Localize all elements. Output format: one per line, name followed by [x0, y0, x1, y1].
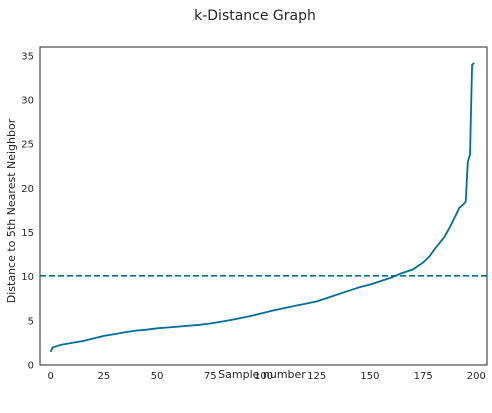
x-tick-label: 25	[97, 371, 110, 382]
y-tick-label: 35	[21, 51, 34, 62]
x-tick-label: 75	[204, 371, 217, 382]
x-tick-label: 50	[151, 371, 164, 382]
x-tick-label: 150	[360, 371, 379, 382]
y-tick-label: 15	[21, 228, 34, 239]
plot-area	[39, 46, 488, 366]
plot-frame	[39, 46, 488, 366]
x-tick-label: 125	[307, 371, 326, 382]
x-axis-label: Sample number	[218, 368, 306, 381]
x-tick-label: 100	[254, 371, 273, 382]
y-tick-label: 25	[21, 140, 34, 151]
x-tick-label: 175	[414, 371, 433, 382]
x-tick-label: 0	[47, 371, 53, 382]
y-tick-label: 20	[21, 184, 34, 195]
y-axis-label: Distance to 5th Nearest Neighbor	[5, 118, 18, 303]
x-axis-ticks: 0 25 50 75 100 125 150 175 200	[47, 371, 485, 382]
y-tick-label: 0	[28, 361, 34, 372]
y-tick-label: 30	[21, 96, 34, 107]
x-tick-label: 200	[467, 371, 486, 382]
chart-title: k-Distance Graph	[194, 8, 316, 24]
y-axis-ticks: 0 5 10 15 20 25 30 35	[21, 51, 34, 371]
k-distance-line	[49, 62, 475, 353]
y-tick-label: 10	[21, 272, 34, 283]
y-tick-label: 5	[28, 316, 34, 327]
